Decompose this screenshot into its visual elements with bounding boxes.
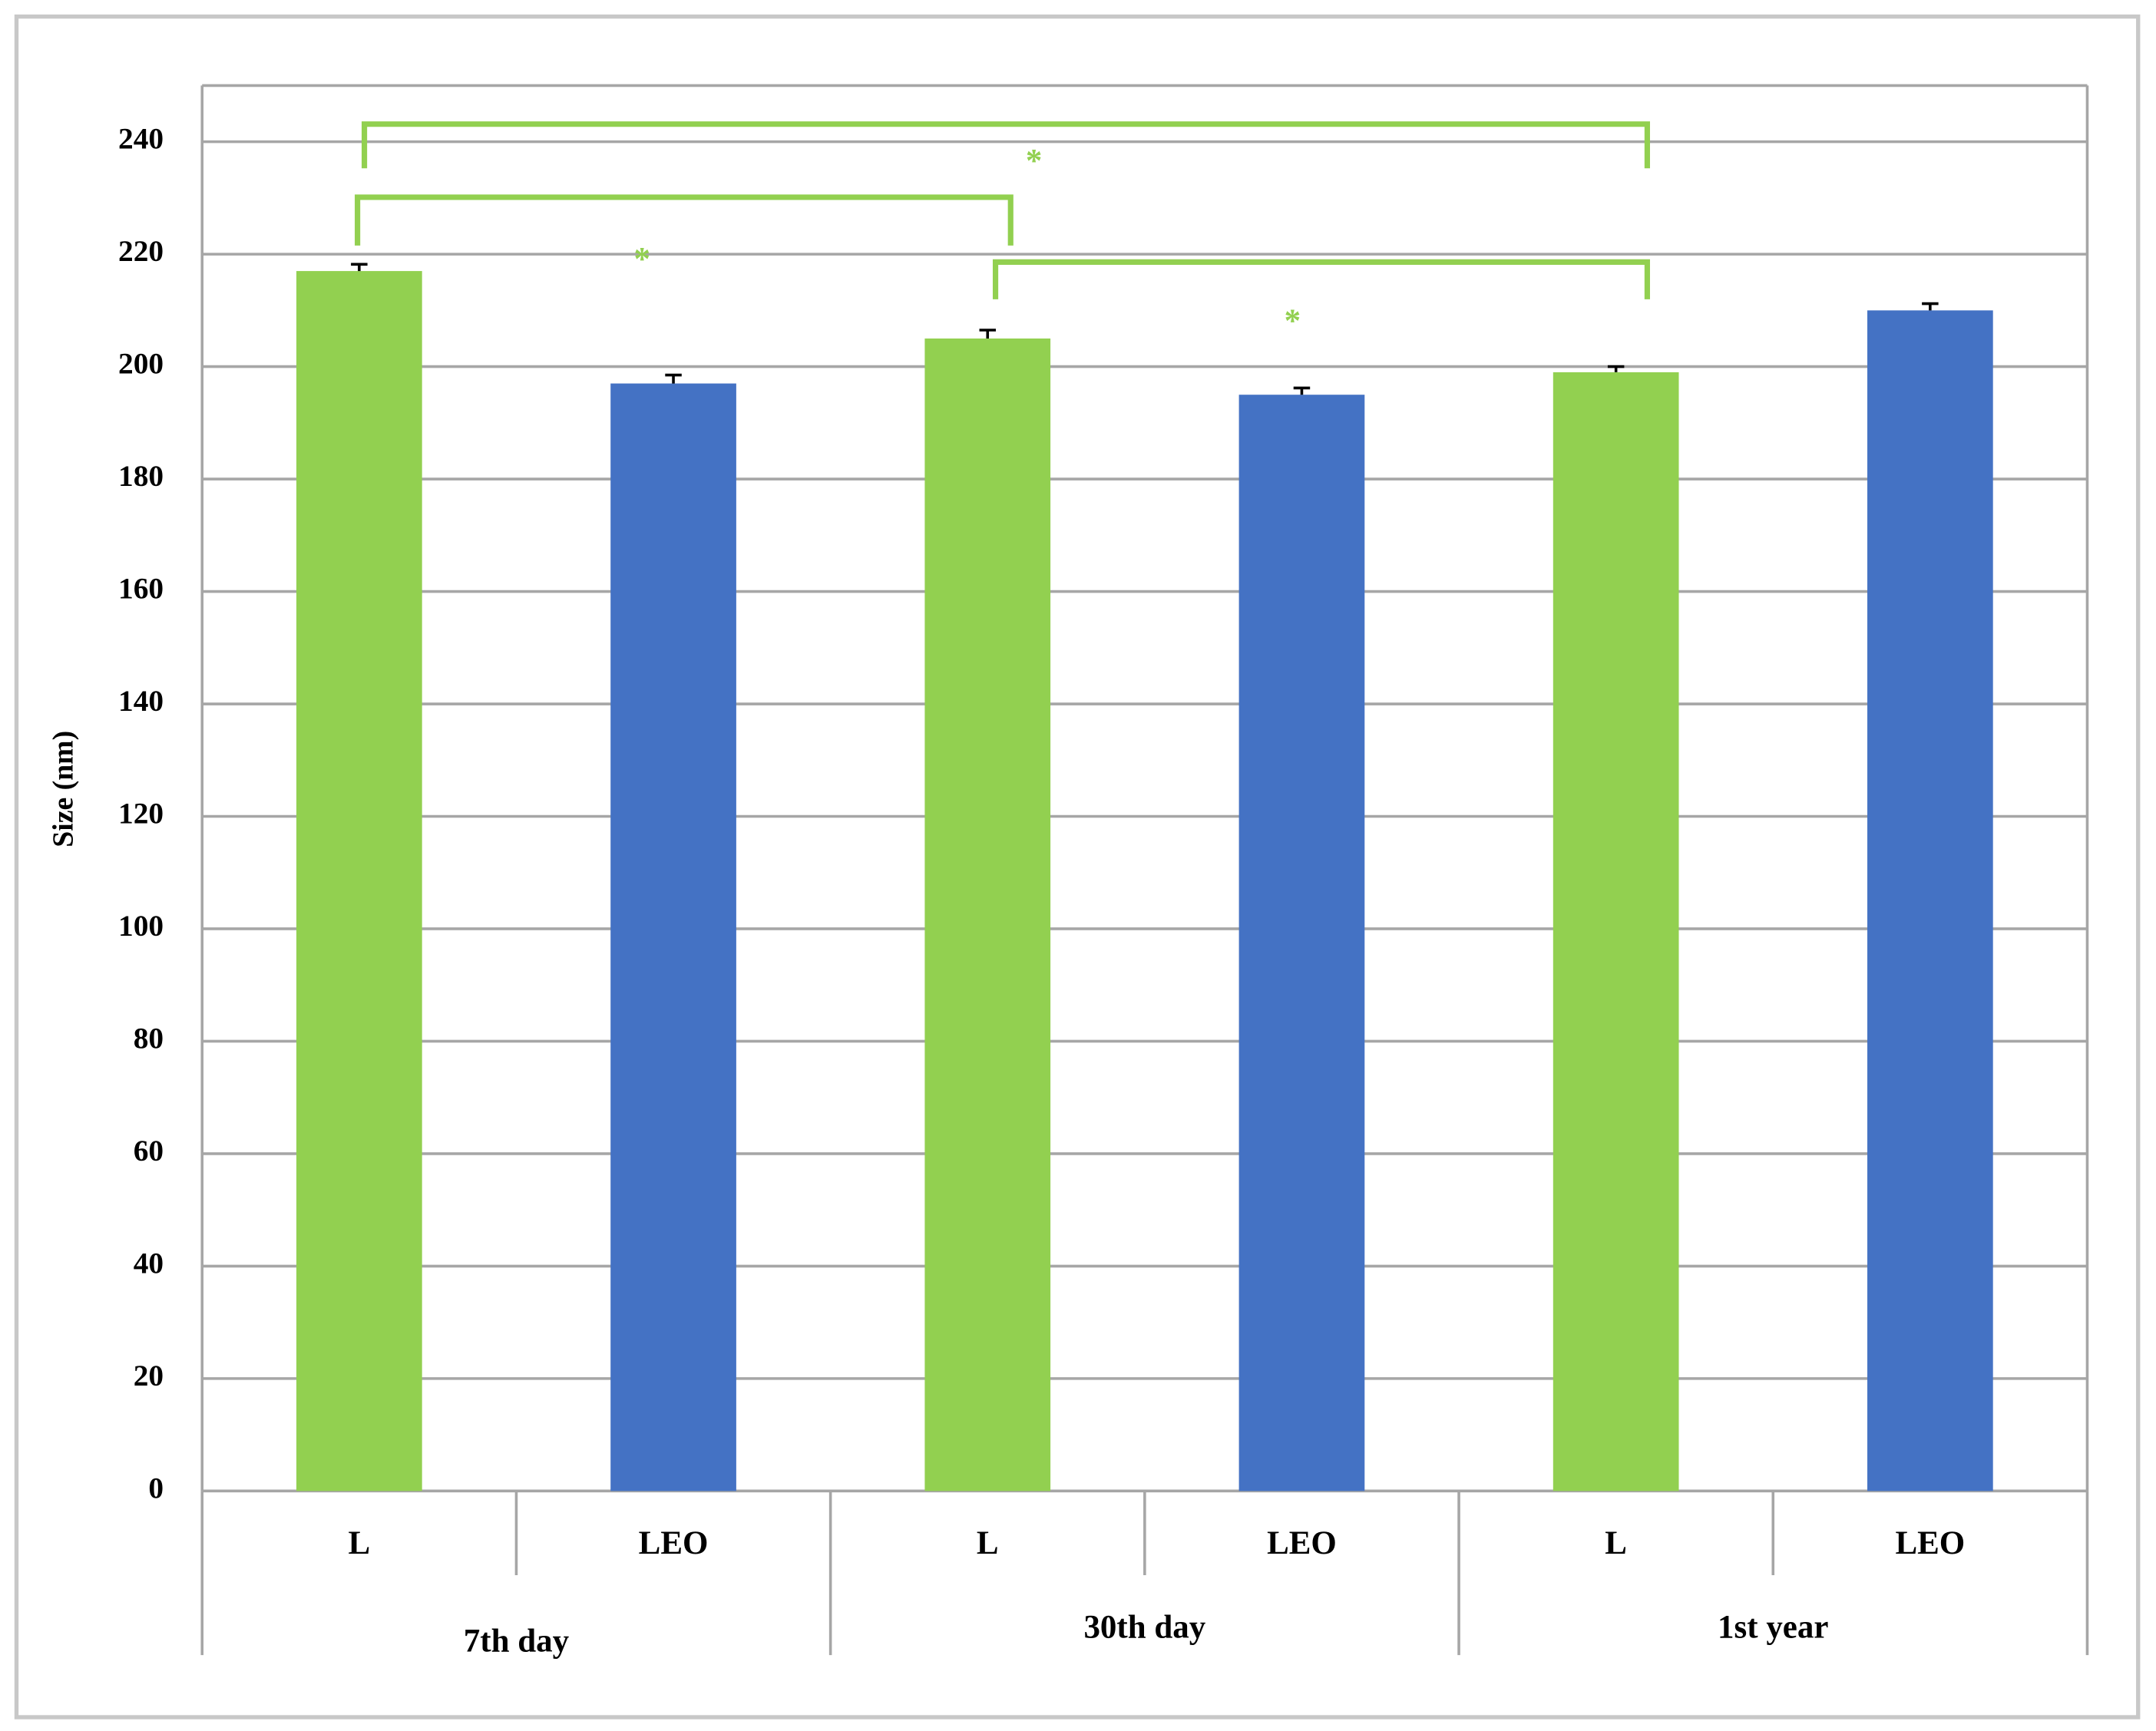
- significance-bracket: [355, 194, 1014, 246]
- group-label: 30th day: [1083, 1610, 1205, 1646]
- significance-marker: *: [1026, 144, 1042, 180]
- group-label: 1st year: [1718, 1610, 1828, 1646]
- y-tick-label: 120: [118, 797, 164, 831]
- group-label: 7th day: [464, 1624, 570, 1660]
- error-bar: [665, 373, 682, 384]
- significance-marker: *: [634, 241, 650, 277]
- y-tick-label: 140: [118, 684, 164, 718]
- error-bar: [979, 329, 996, 339]
- bar: [1238, 395, 1365, 1492]
- x-tick-label: LEO: [1895, 1525, 1965, 1561]
- y-tick-label: 240: [118, 122, 164, 156]
- error-bar: [1293, 386, 1311, 395]
- error-bar: [351, 263, 368, 272]
- y-tick-label: 200: [118, 347, 164, 381]
- y-tick-label: 180: [118, 459, 164, 493]
- significance-bracket: [992, 259, 1650, 299]
- y-tick-label: 0: [148, 1471, 164, 1505]
- x-tick-label: LEO: [1267, 1525, 1337, 1561]
- y-tick-label: 80: [134, 1021, 164, 1055]
- y-tick-label: 20: [134, 1359, 164, 1392]
- y-tick-label: 60: [134, 1134, 164, 1168]
- x-tick-label: L: [977, 1525, 999, 1561]
- y-tick-label: 100: [118, 909, 164, 943]
- bar: [296, 271, 422, 1492]
- bar: [924, 338, 1051, 1492]
- y-tick-label: 220: [118, 234, 164, 268]
- y-axis-title: Size (nm): [48, 731, 80, 847]
- bar: [1867, 310, 1993, 1492]
- bar: [610, 383, 736, 1492]
- y-tick-label: 40: [134, 1246, 164, 1280]
- error-bar: [1922, 302, 1939, 311]
- y-tick-label: 160: [118, 572, 164, 606]
- x-tick-label: LEO: [639, 1525, 709, 1561]
- error-bar: [1607, 365, 1625, 372]
- bar: [1553, 372, 1679, 1492]
- significance-bracket: [361, 121, 1650, 169]
- x-tick-label: L: [349, 1525, 371, 1561]
- x-tick-label: L: [1605, 1525, 1627, 1561]
- significance-marker: *: [1285, 303, 1301, 339]
